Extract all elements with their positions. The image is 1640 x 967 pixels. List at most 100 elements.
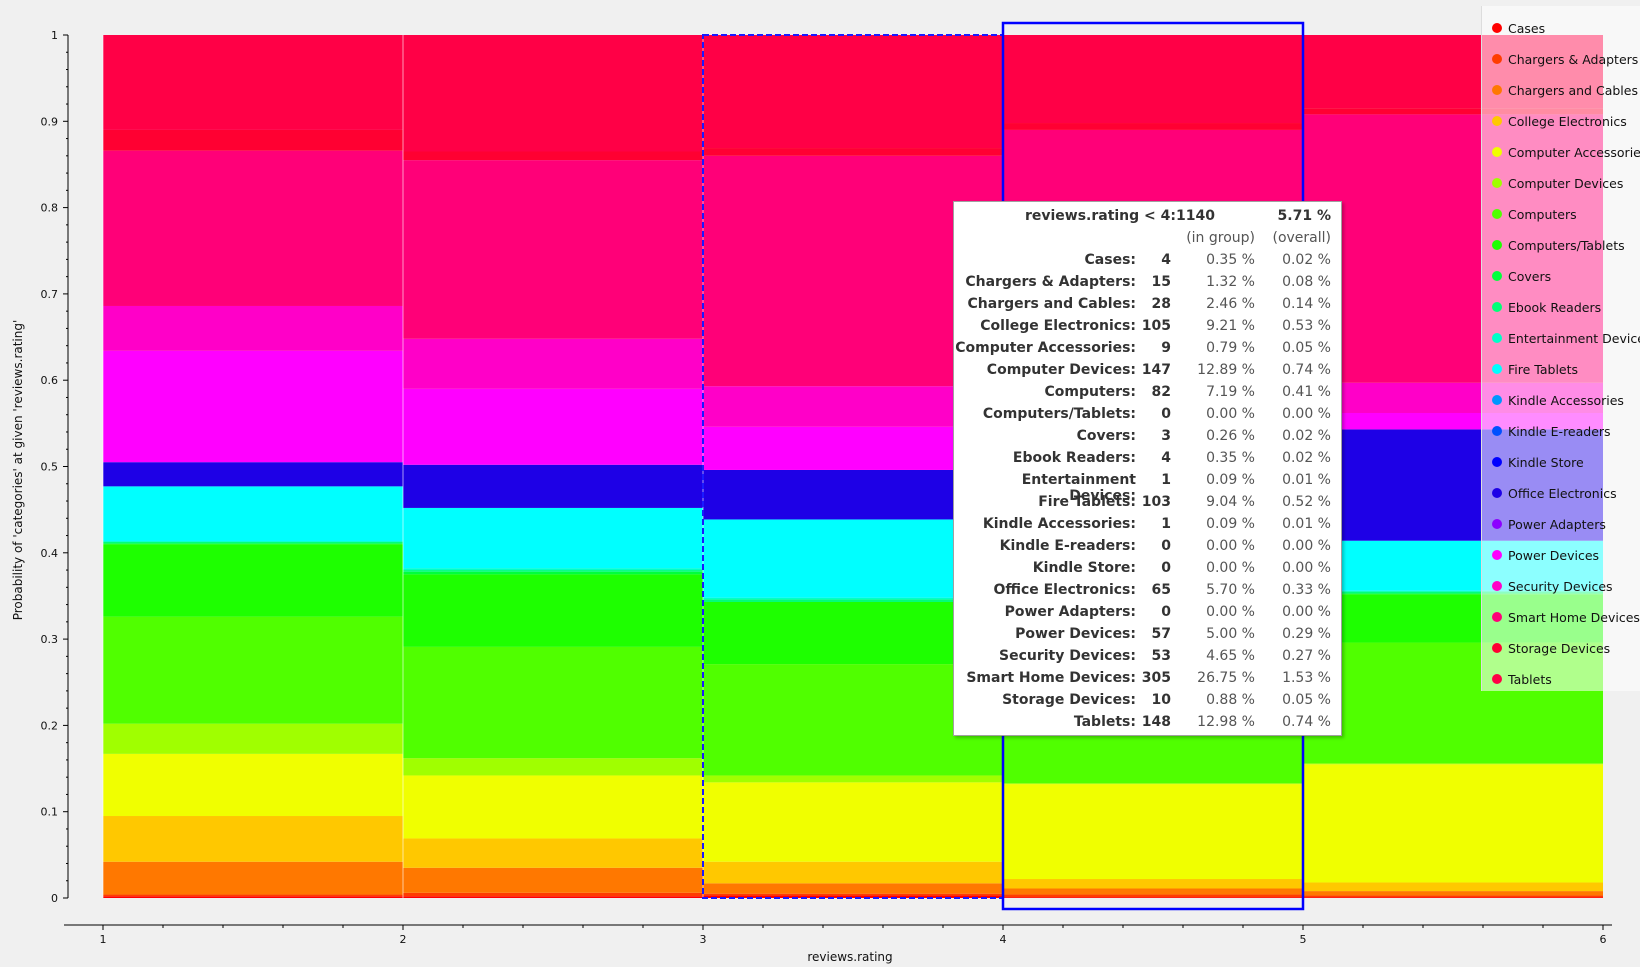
bar-segment-4-6[interactable] [1003,783,1303,785]
legend-item[interactable]: Computers/Tablets [1492,233,1625,257]
bar-segment-1-7[interactable] [103,616,403,724]
tooltip-row: Computer Devices: 147 12.89 % 0.74 % [954,362,1341,384]
bar-segment-5-21[interactable] [1303,108,1603,115]
bar-segment-2-10[interactable] [403,570,703,572]
legend-item[interactable]: Storage Devices [1492,636,1610,660]
legend-item[interactable]: Office Electronics [1492,481,1617,505]
legend-item[interactable]: Kindle Store [1492,450,1584,474]
y-tick-label: 1 [51,29,58,42]
bar-segment-1-16[interactable] [103,462,403,487]
bar-segment-1-21[interactable] [103,129,403,151]
bar-segment-5-6[interactable] [1303,763,1603,765]
bar-segment-3-5[interactable] [703,782,1003,862]
bar-segment-4-5[interactable] [1003,784,1303,880]
bar-segment-1-4[interactable] [103,816,403,862]
legend-item[interactable]: Computer Devices [1492,171,1623,195]
legend-item[interactable]: Power Adapters [1492,512,1606,536]
bar-segment-3-21[interactable] [703,148,1003,156]
bar-segment-2-6[interactable] [403,758,703,776]
legend-item[interactable]: Cases [1492,16,1545,40]
bar-segment-3-11[interactable] [703,597,1003,600]
bar-segment-2-4[interactable] [403,838,703,868]
bar-segment-2-18[interactable] [403,388,703,465]
bar-segment-4-4[interactable] [1003,879,1303,889]
bar-segment-5-9[interactable] [1303,593,1603,595]
legend-item[interactable]: Chargers and Cables [1492,78,1638,102]
bar-segment-1-10[interactable] [103,541,403,544]
tooltip-row-count: 147 [1141,362,1171,378]
bar-segment-5-11[interactable] [1303,590,1603,592]
bar-segment-2-2[interactable] [403,892,703,897]
bar-segment-2-19[interactable] [403,338,703,389]
bar-segment-3-3[interactable] [703,883,1003,894]
bar-segment-2-16[interactable] [403,464,703,508]
bar-segment-1-2[interactable] [103,894,403,897]
bar-segment-4-1[interactable] [1003,897,1303,898]
bar-segment-3-22[interactable] [703,35,1003,149]
bar-segment-3-13[interactable] [703,519,1003,521]
bar-segment-2-5[interactable] [403,775,703,839]
tooltip-row: College Electronics: 105 9.21 % 0.53 % [954,318,1341,340]
bar-segment-2-9[interactable] [403,571,703,575]
bar-segment-3-1[interactable] [703,895,1003,898]
legend-item[interactable]: Computer Accessories [1492,140,1640,164]
bar-segment-3-2[interactable] [703,893,1003,896]
bar-segment-2-8[interactable] [403,574,703,647]
legend-item[interactable]: Tablets [1492,667,1552,691]
bar-segment-4-2[interactable] [1003,894,1303,898]
bar-segment-2-21[interactable] [403,151,703,161]
legend-item[interactable]: College Electronics [1492,109,1627,133]
bar-segment-2-22[interactable] [403,35,703,152]
bar-segment-5-1[interactable] [1303,897,1603,898]
bar-segment-1-8[interactable] [103,544,403,617]
tooltip-row-count: 1 [1161,472,1171,488]
legend-item[interactable]: Kindle E-readers [1492,419,1611,443]
bar-segment-5-3[interactable] [1303,891,1603,896]
axes: 0 0.1 0.2 0.3 0.4 0.5 0.6 0.7 0.8 0.9 1 1 2 3 4 5 6 [41,29,1612,946]
tooltip: reviews.rating < 4: 1140 5.71 % (in grou… [953,201,1342,736]
bar-segment-1-19[interactable] [103,305,403,351]
bar-segment-4-3[interactable] [1003,888,1303,895]
bar-segment-5-4[interactable] [1303,882,1603,892]
bar-segment-1-22[interactable] [103,35,403,130]
bar-segment-4-21[interactable] [1003,123,1303,130]
legend-item[interactable]: Kindle Accessories [1492,388,1624,412]
bar-segment-1-20[interactable] [103,150,403,306]
bar-segment-1-6[interactable] [103,723,403,754]
legend-item[interactable]: Fire Tablets [1492,357,1578,381]
bar-segment-1-12[interactable] [103,486,403,542]
bar-segment-1-5[interactable] [103,753,403,817]
bar-segment-3-10[interactable] [703,599,1003,602]
y-tick-label: 0.5 [41,461,59,474]
legend-item[interactable]: Power Devices [1492,543,1599,567]
tooltip-row-in-group: 5.00 % [1206,626,1255,642]
bar-segment-2-7[interactable] [403,646,703,759]
legend-item[interactable]: Chargers & Adapters [1492,47,1638,71]
legend-item[interactable]: Security Devices [1492,574,1613,598]
legend-item[interactable]: Entertainment Devices [1492,326,1640,350]
bar-segment-3-6[interactable] [703,775,1003,783]
bar-segment-3-4[interactable] [703,861,1003,884]
bar-segment-2-3[interactable] [403,867,703,893]
legend-item[interactable]: Covers [1492,264,1551,288]
bar-segment-2-11[interactable] [403,568,703,571]
bar-segment-1-1[interactable] [103,896,403,898]
bar-segment-2-20[interactable] [403,160,703,339]
legend-item[interactable]: Smart Home Devices [1492,605,1640,629]
bar-segment-1-3[interactable] [103,861,403,895]
legend-item[interactable]: Ebook Readers [1492,295,1601,319]
bar-segment-1-9[interactable] [103,543,403,545]
bar-segment-2-12[interactable] [403,507,703,569]
bar-segment-2-1[interactable] [403,896,703,898]
bar-segment-5-2[interactable] [1303,895,1603,898]
bar-segment-1-18[interactable] [103,350,403,463]
bar-segment-4-22[interactable] [1003,35,1303,124]
bar-segment-5-5[interactable] [1303,764,1603,883]
tooltip-row-in-group: 0.00 % [1206,560,1255,576]
tooltip-row-overall: 0.41 % [1282,384,1331,400]
legend-label: Computers [1508,206,1577,222]
bar-segment-5-10[interactable] [1303,591,1603,594]
legend-item[interactable]: Computers [1492,202,1577,226]
y-tick-label: 0.4 [41,547,59,560]
